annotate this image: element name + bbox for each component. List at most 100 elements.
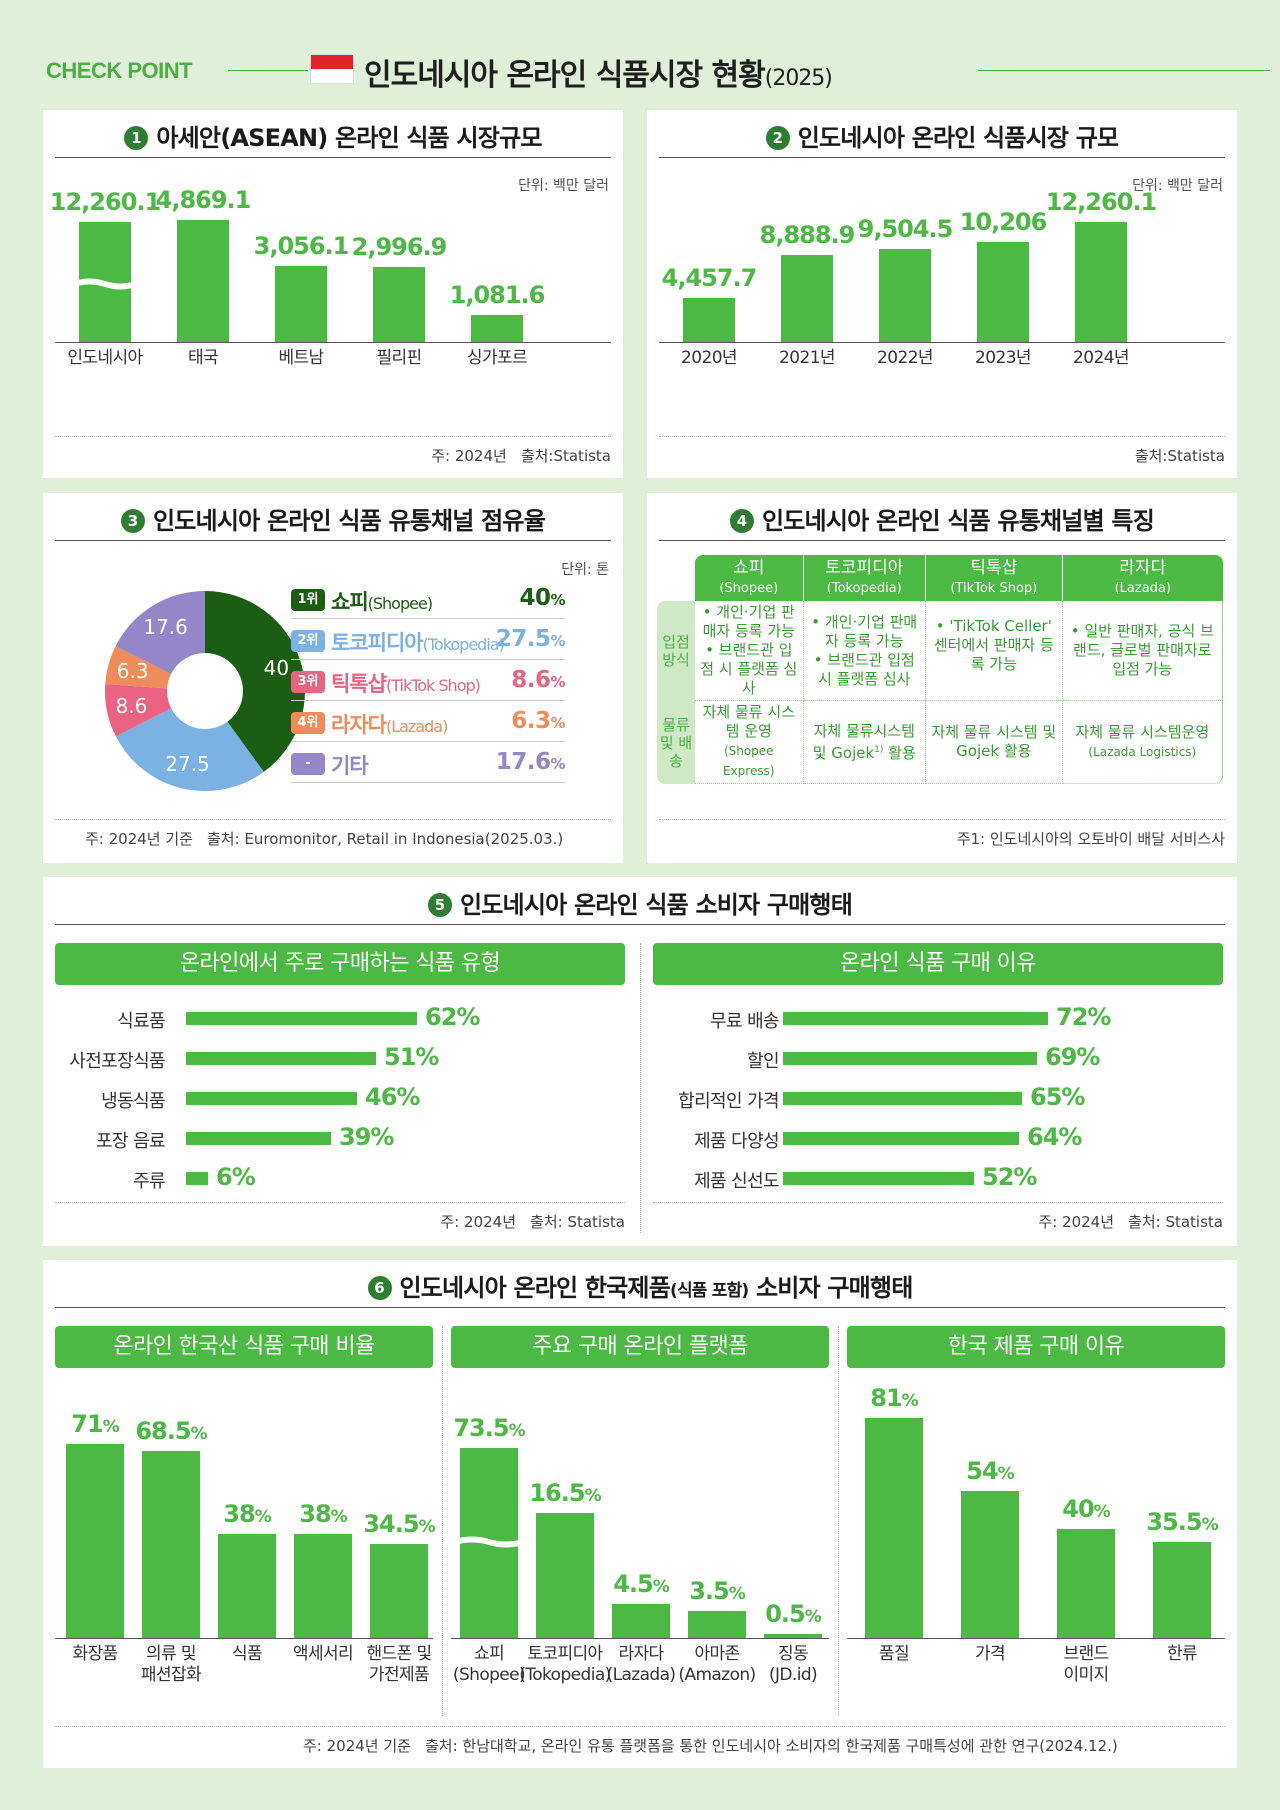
bar bbox=[783, 1012, 1048, 1025]
table-cell: 자체 물류시스템 및 Gojek1) 활용 bbox=[803, 701, 926, 784]
bar-value-label: 62% bbox=[425, 1003, 480, 1031]
bar-value-label: 81% bbox=[870, 1384, 918, 1412]
bar-value-label: 0.5% bbox=[765, 1600, 822, 1628]
panel-channel-features: 4 인도네시아 온라인 식품 유통채널별 특징 쇼피 (Shopee) 토코피디아(… bbox=[647, 493, 1237, 863]
x-tick-label: 식품 bbox=[231, 1644, 263, 1664]
panel-consumer-behavior: 5 인도네시아 온라인 식품 소비자 구매행태 온라인에서 주로 구매하는 식품 … bbox=[43, 877, 1237, 1246]
bar bbox=[1075, 222, 1127, 342]
page-title: 인도네시아 온라인 식품시장 현황(2025) bbox=[364, 58, 833, 93]
bar bbox=[471, 315, 523, 342]
legend-percent: 17.6% bbox=[495, 749, 566, 775]
table-cell: • 'TikTok Celler' 센터에서 판매자 등록 가능 bbox=[926, 601, 1063, 701]
section-title: 5 인도네시아 온라인 식품 소비자 구매행태 bbox=[55, 885, 1225, 925]
y-tick-label: 식료품 bbox=[117, 1011, 165, 1032]
section-title: 1 아세안(ASEAN) 온라인 식품 시장규모 bbox=[55, 118, 611, 158]
source-note-left: 주: 2024년 출처: Statista bbox=[55, 1202, 625, 1232]
bar-value-label: 68.5% bbox=[135, 1417, 207, 1445]
bar-value-label: 12,260.1 bbox=[49, 188, 161, 216]
source-note: 주: 2024년 기준 출처: 한남대학교, 온라인 유통 플랫폼을 통한 인도네… bbox=[55, 1726, 1225, 1756]
bar-value-label: 2,996.9 bbox=[351, 233, 448, 261]
x-tick-label: 징동 (JD.id) bbox=[768, 1644, 818, 1685]
bar bbox=[275, 266, 327, 342]
bar bbox=[142, 1451, 200, 1638]
y-tick-label: 할인 bbox=[747, 1051, 780, 1072]
bar bbox=[186, 1012, 417, 1025]
x-axis-baseline bbox=[847, 1638, 1225, 1639]
section-number-badge: 4 bbox=[730, 509, 754, 533]
bar-value-label: 46% bbox=[365, 1083, 420, 1111]
section-number-badge: 3 bbox=[121, 509, 145, 533]
row-header-entry: 입점 방식 bbox=[657, 601, 695, 701]
table-cell: • 개인·기업 판매자 등록 가능 • 브랜드관 입점 시 플랫폼 심사 bbox=[803, 601, 926, 701]
bar bbox=[370, 1544, 428, 1638]
x-tick-label: 필리핀 bbox=[376, 348, 422, 368]
bar bbox=[783, 1052, 1037, 1065]
y-tick-label: 포장 음료 bbox=[96, 1131, 166, 1152]
x-axis-baseline bbox=[55, 1638, 433, 1639]
section-title: 3 인도네시아 온라인 식품 유통채널 점유율 bbox=[55, 501, 611, 541]
checkpoint-label: CHECK POINT bbox=[46, 58, 193, 83]
rank-badge: 3위 bbox=[291, 671, 325, 693]
table-cell: 자체 물류 시스템운영 (Lazada Logistics) bbox=[1062, 701, 1223, 784]
bar-value-label: 8,888.9 bbox=[759, 221, 856, 249]
page-header: CHECK POINT 인도네시아 온라인 식품시장 현황(2025) bbox=[40, 50, 1270, 93]
legend-name: 라자다(Lazada) bbox=[331, 713, 448, 737]
source-note: 주: 2024년 기준 출처: Euromonitor, Retail in In… bbox=[55, 819, 611, 849]
legend-percent: 8.6% bbox=[511, 667, 565, 693]
bar bbox=[1153, 1542, 1211, 1638]
legend-item: 4위 라자다(Lazada) 6.3% bbox=[291, 706, 565, 742]
donut-slice-label: 17.6 bbox=[143, 615, 188, 639]
x-tick-label: 2022년 bbox=[877, 348, 934, 368]
legend-name: 기타 bbox=[331, 754, 369, 778]
panel-channel-share: 3 인도네시아 온라인 식품 유통채널 점유율 단위: 톤 40 27.5 8.6 6.… bbox=[43, 493, 623, 863]
axis-break-icon bbox=[455, 1536, 523, 1547]
x-tick-label: 품질 bbox=[878, 1644, 910, 1664]
donut-slice bbox=[105, 646, 172, 689]
bar bbox=[977, 242, 1029, 342]
legend-item: 1위 쇼피(Shopee) 40% bbox=[291, 583, 565, 619]
unit-label: 단위: 톤 bbox=[561, 562, 609, 578]
donut-slice-label: 8.6 bbox=[116, 694, 148, 718]
bar bbox=[879, 249, 931, 342]
bar bbox=[373, 267, 425, 342]
panel-korean-products: 6 인도네시아 온라인 한국제품(식품 포함) 소비자 구매행태 온라인 한국산 … bbox=[43, 1260, 1237, 1768]
x-tick-label: 화장품 bbox=[72, 1644, 118, 1664]
rank-badge: 1위 bbox=[291, 589, 325, 611]
table-row-entry: 입점 방식 • 개인·기업 판매자 등록 가능 • 브랜드관 입점 시 플랫폼 심… bbox=[657, 601, 1223, 701]
bar-value-label: 12,260.1 bbox=[1045, 188, 1157, 216]
bar bbox=[865, 1418, 923, 1638]
bar bbox=[783, 1132, 1019, 1145]
header-rule-left bbox=[228, 70, 308, 71]
bar-value-label: 73.5% bbox=[453, 1414, 525, 1442]
rank-badge: - bbox=[291, 753, 325, 775]
table-cell: 자체 물류 시스템 및 Gojek 활용 bbox=[926, 701, 1063, 784]
x-axis-baseline bbox=[659, 342, 1225, 343]
bar-value-label: 10,206 bbox=[959, 208, 1048, 236]
rank-badge: 4위 bbox=[291, 712, 325, 734]
bar-value-label: 65% bbox=[1030, 1083, 1085, 1111]
bar-value-label: 52% bbox=[982, 1163, 1037, 1191]
subheader-purchase-reasons: 온라인 식품 구매 이유 bbox=[653, 943, 1223, 985]
bar bbox=[781, 255, 833, 342]
y-tick-label: 냉동식품 bbox=[101, 1091, 165, 1112]
section-number-badge: 5 bbox=[428, 893, 452, 917]
bar-value-label: 35.5% bbox=[1146, 1508, 1218, 1536]
row-header-logistics: 물류 및 배송 bbox=[657, 701, 695, 784]
donut-slice-label: 6.3 bbox=[117, 659, 149, 683]
y-tick-label: 합리적인 가격 bbox=[678, 1091, 779, 1112]
x-tick-label: 액세서리 bbox=[292, 1644, 354, 1664]
bar-value-label: 16.5% bbox=[529, 1479, 601, 1507]
legend-name: 틱톡샵(TikTok Shop) bbox=[331, 672, 481, 696]
table-cell: • 일반 판매자, 공식 브랜드, 글로벌 판매자로 입점 가능 bbox=[1062, 601, 1223, 701]
divider bbox=[442, 1326, 443, 1716]
bar-value-label: 9,504.5 bbox=[857, 215, 954, 243]
subheader-food-types: 온라인에서 주로 구매하는 식품 유형 bbox=[55, 943, 625, 985]
bar-value-label: 34.5% bbox=[363, 1510, 435, 1538]
x-tick-label: 아마존 (Amazon) bbox=[678, 1644, 756, 1685]
table-row-logistics: 물류 및 배송 자체 물류 시스템 운영 (Shopee Express) 자체 … bbox=[657, 701, 1223, 784]
y-tick-label: 주류 bbox=[133, 1171, 166, 1192]
x-tick-label: 라자다 (Lazada) bbox=[606, 1644, 677, 1685]
bar bbox=[961, 1491, 1019, 1638]
bar-value-label: 3,056.1 bbox=[253, 232, 350, 260]
y-tick-label: 무료 배송 bbox=[710, 1011, 780, 1032]
